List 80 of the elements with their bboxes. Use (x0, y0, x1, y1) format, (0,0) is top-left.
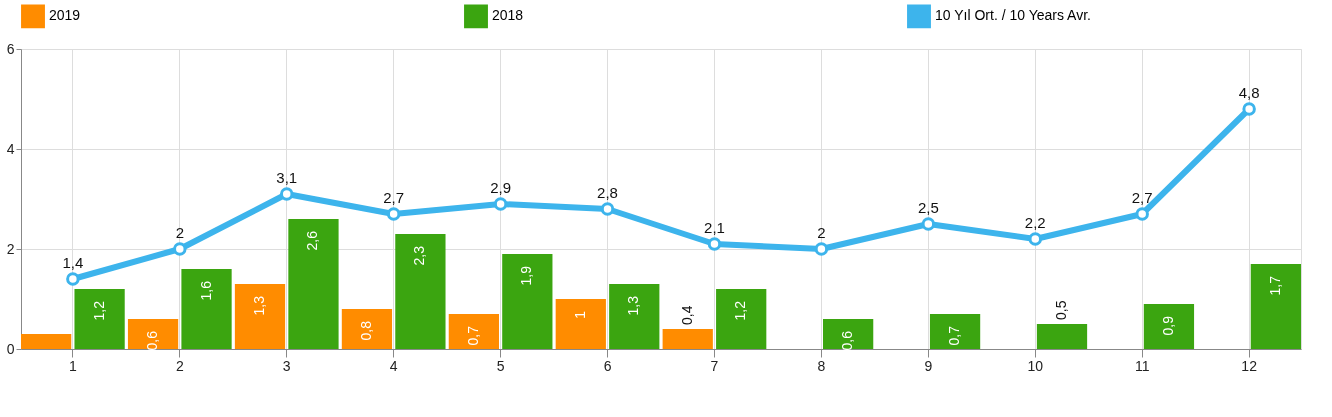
bar (127, 319, 179, 349)
data-label: 1 (571, 310, 588, 319)
point (493, 197, 508, 211)
data-label: 0,4 (678, 305, 695, 325)
data-label: 1,6 (197, 280, 214, 301)
bar (716, 289, 767, 349)
bar (555, 299, 606, 349)
bar (1036, 324, 1088, 349)
bar (1143, 304, 1195, 349)
point (921, 217, 936, 231)
data-label: 2,7 (383, 189, 405, 206)
data-label: 0,7 (464, 325, 481, 346)
point (1135, 207, 1149, 221)
data-label: 2 (175, 224, 184, 241)
data-label: 0,9 (1159, 315, 1176, 336)
data-label: 2,9 (490, 179, 512, 196)
x-tick-label: 10 (1027, 357, 1044, 374)
data-label: 1,7 (1266, 275, 1283, 296)
bar (21, 334, 72, 349)
point (707, 237, 722, 251)
bar (234, 284, 286, 349)
y-tick-label: 0 (6, 340, 15, 357)
y-tick-label: 2 (6, 240, 15, 257)
bar (395, 234, 446, 349)
data-label: 2,6 (304, 230, 321, 251)
point (1242, 102, 1256, 116)
data-label: 2,5 (917, 199, 939, 216)
x-tick-label: 2 (175, 357, 184, 374)
data-label: 1,2 (732, 300, 749, 321)
y-tick-label: 4 (6, 140, 15, 157)
x-tick-label: 5 (496, 357, 505, 374)
bar (823, 319, 874, 349)
bar (609, 284, 660, 349)
data-label: 3,1 (276, 169, 298, 186)
data-label: 1,4 (62, 254, 84, 271)
data-label: 0,5 (1053, 300, 1069, 320)
data-label: 0,7 (946, 325, 963, 346)
x-tick-label: 8 (817, 357, 826, 374)
bar (181, 269, 232, 349)
data-label: 0,8 (357, 320, 374, 341)
data-label: 0,6 (839, 330, 856, 351)
data-label: 2,7 (1131, 189, 1153, 206)
x-tick-label: 6 (603, 357, 612, 374)
data-label: 1,9 (518, 265, 535, 286)
data-label: 4,8 (1238, 84, 1260, 101)
data-label: 2,3 (411, 245, 428, 266)
x-tick-label: 4 (389, 357, 398, 374)
data-label: 1,3 (251, 295, 267, 316)
legend-label: 2019 (49, 7, 81, 24)
data-label: 0,6 (144, 330, 161, 351)
point (279, 187, 294, 201)
data-label: 1,2 (90, 300, 107, 321)
bar (662, 329, 713, 349)
bar (502, 254, 553, 349)
point (814, 242, 829, 256)
x-tick-label: 7 (710, 357, 719, 374)
bar (74, 289, 125, 349)
x-tick-label: 9 (924, 357, 933, 374)
point (66, 272, 80, 286)
point (1028, 232, 1043, 246)
data-label: 2,2 (1024, 214, 1046, 231)
x-tick-label: 1 (68, 357, 77, 374)
bar (341, 309, 393, 349)
x-tick-label: 12 (1241, 357, 1258, 374)
data-label: 2 (817, 224, 826, 241)
legend-label: 10 Yıl Ort. / 10 Years Avr. (935, 7, 1091, 24)
bar (1250, 264, 1301, 349)
data-label: 2,8 (597, 184, 618, 201)
data-label: 1,3 (625, 295, 642, 316)
x-tick-label: 3 (282, 357, 291, 374)
point (600, 202, 615, 216)
point (173, 242, 187, 256)
point (386, 207, 401, 221)
x-tick-label: 11 (1134, 357, 1150, 374)
bar (288, 219, 339, 349)
data-label: 2,1 (704, 219, 725, 236)
legend-label: 2018 (492, 7, 524, 24)
bar (448, 314, 499, 349)
y-tick-label: 6 (6, 40, 15, 57)
bar (929, 314, 981, 349)
